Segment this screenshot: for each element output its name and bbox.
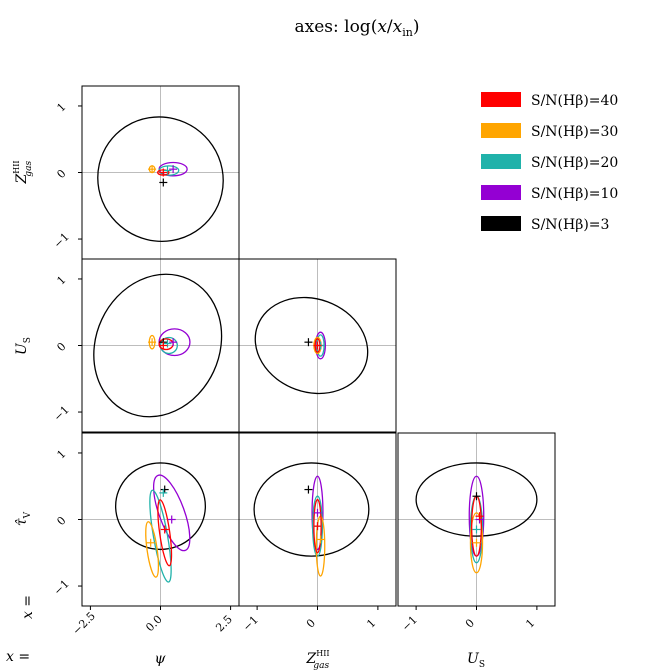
- col-prefix-label: x =: [6, 649, 30, 665]
- contour-s-n-h-3: [415, 462, 538, 537]
- contour-s-n-h-3: [254, 296, 369, 395]
- median-marker: [163, 339, 172, 348]
- y-tick-label: −1: [51, 577, 72, 598]
- median-marker: [313, 341, 322, 350]
- legend-item: S/N(Hβ)=20: [481, 154, 618, 171]
- panel-content: [82, 433, 239, 606]
- panel-r2-c1: −1 0 1: [238, 432, 397, 634]
- contour-s-n-h-40: [157, 499, 173, 567]
- x-tick-label: 0: [463, 616, 477, 630]
- median-marker: [159, 341, 168, 350]
- x-tick-label: −2.5: [70, 609, 98, 637]
- median-marker: [146, 538, 155, 547]
- x-axis-label-1: ZHII gas: [305, 649, 329, 671]
- median-marker: [160, 485, 169, 494]
- legend-swatch: [481, 92, 521, 107]
- median-marker: [160, 525, 169, 534]
- contour-s-n-h-30: [145, 521, 160, 578]
- y-axis-label-2: τ̂V: [14, 511, 33, 526]
- median-marker: [475, 512, 484, 521]
- x-tick-label: −1: [240, 613, 261, 634]
- panel-r2-c0: −2.5 0.0 2.5 1 0 −1: [51, 432, 240, 638]
- legend-swatch: [481, 216, 521, 231]
- panel-content: [82, 86, 239, 259]
- contour-s-n-h-3: [114, 462, 207, 551]
- median-marker: [313, 508, 322, 517]
- y-tick-label: 1: [54, 100, 68, 114]
- median-marker: [313, 522, 322, 531]
- x-tick-label: 1: [523, 616, 537, 630]
- legend: S/N(Hβ)=40 S/N(Hβ)=30 S/N(Hβ)=20 S/N(Hβ)=10…: [481, 92, 618, 233]
- x-tick-label: 1: [364, 616, 378, 630]
- panel-r1-c1: [238, 258, 397, 433]
- contour-s-n-h-3: [93, 273, 223, 418]
- y-axis-label-0: ZHII gas: [12, 160, 34, 184]
- median-marker: [472, 525, 481, 534]
- median-marker: [472, 492, 481, 501]
- x-tick-label: 2.5: [213, 613, 235, 635]
- panels-layer: 1 0 −1 1 0 −1 −2.5 0.0 2.5 1 0 −1 −1 0 1 −1 0 1: [51, 85, 556, 638]
- median-marker: [304, 485, 313, 494]
- legend-label: S/N(Hβ)=40: [531, 93, 618, 109]
- panel-r2-c2: −1 0 1: [397, 432, 556, 634]
- median-marker: [167, 515, 176, 524]
- median-marker: [159, 178, 168, 187]
- contour-s-n-h-10: [152, 474, 191, 552]
- chart-title: axes: log(x/xin): [295, 17, 420, 39]
- legend-label: S/N(Hβ)=20: [531, 155, 618, 171]
- contour-s-n-h-20: [149, 489, 172, 583]
- contour-s-n-h-30: [469, 512, 484, 574]
- legend-label: S/N(Hβ)=10: [531, 186, 618, 202]
- median-marker: [169, 165, 178, 174]
- row-prefix-label: x =: [20, 595, 36, 619]
- x-axis-label-2: US: [467, 651, 485, 670]
- y-tick-label: −1: [51, 403, 72, 424]
- legend-item: S/N(Hβ)=40: [481, 92, 618, 109]
- median-marker: [148, 338, 157, 347]
- y-axis-label-1: US: [14, 337, 33, 355]
- legend-swatch: [481, 185, 521, 200]
- median-marker: [148, 165, 157, 174]
- contour-s-n-h-3: [97, 116, 224, 242]
- legend-item: S/N(Hβ)=10: [481, 185, 618, 202]
- x-tick-label: 0.0: [143, 613, 165, 635]
- y-tick-label: −1: [51, 230, 72, 251]
- median-marker: [304, 338, 313, 347]
- contour-s-n-h-20: [312, 495, 323, 557]
- panel-r0-c0: 1 0 −1: [51, 85, 240, 260]
- panel-r1-c0: 1 0 −1: [51, 258, 240, 433]
- median-marker: [316, 535, 325, 544]
- legend-swatch: [481, 154, 521, 169]
- legend-item: S/N(Hβ)=3: [481, 216, 609, 233]
- median-marker: [159, 488, 168, 497]
- panel-frame: [238, 258, 397, 433]
- legend-swatch: [481, 123, 521, 138]
- legend-item: S/N(Hβ)=30: [481, 123, 618, 140]
- median-marker: [472, 538, 481, 547]
- x-axis-label-0: ψ: [155, 651, 167, 667]
- y-tick-label: 1: [54, 273, 68, 287]
- panel-content: [398, 433, 555, 606]
- median-marker: [159, 168, 168, 177]
- y-tick-label: 0: [54, 167, 68, 181]
- contour-s-n-h-10: [311, 475, 324, 551]
- legend-label: S/N(Hβ)=3: [531, 217, 609, 233]
- y-tick-label: 1: [54, 447, 68, 461]
- y-tick-label: 0: [54, 340, 68, 354]
- contour-s-n-h-3: [253, 462, 370, 557]
- axis-labels-layer: ψ ZHII gas US ZHII gas US τ̂V x = x =: [6, 160, 485, 671]
- panel-content: [239, 433, 396, 606]
- x-tick-label: −1: [399, 613, 420, 634]
- y-tick-label: 0: [54, 514, 68, 528]
- legend-label: S/N(Hβ)=30: [531, 124, 618, 140]
- x-tick-label: 0: [304, 616, 318, 630]
- median-marker: [163, 166, 172, 175]
- panel-content: [239, 259, 396, 432]
- panel-content: [82, 259, 239, 432]
- median-marker: [169, 338, 178, 347]
